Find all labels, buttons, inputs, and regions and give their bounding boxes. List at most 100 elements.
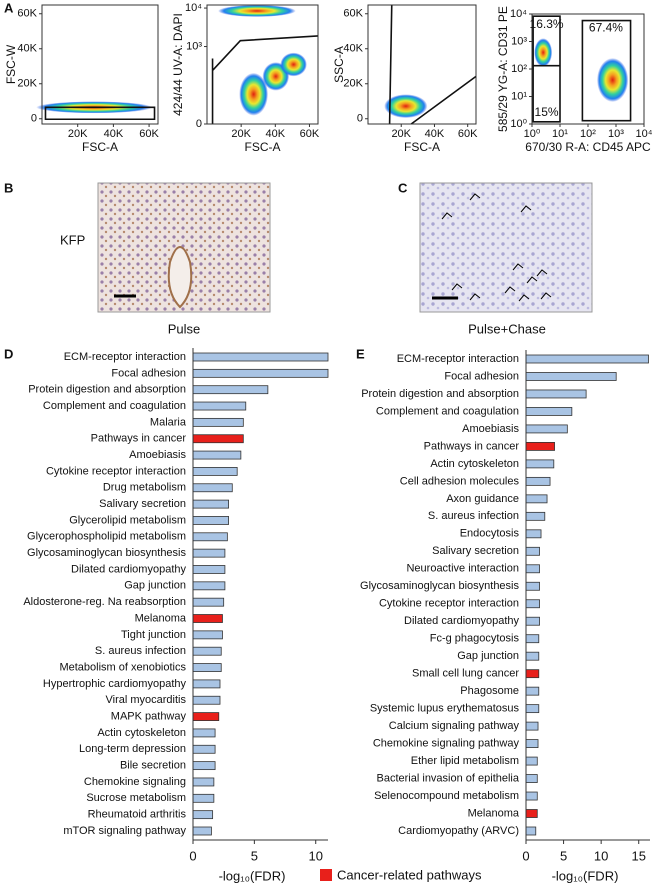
- category-label: Endocytosis: [460, 528, 520, 540]
- y-tick-label: 0: [357, 113, 363, 125]
- bar: [192, 597, 225, 607]
- category-label: ECM-receptor interaction: [64, 351, 186, 363]
- bar: [525, 546, 540, 556]
- category-label: Small cell lung cancer: [412, 668, 519, 680]
- image-caption: Pulse: [168, 321, 201, 336]
- category-label: Protein digestion and absorption: [28, 384, 186, 396]
- category-label: Cardiomyopathy (ARVC): [398, 825, 519, 837]
- gate: [388, 4, 477, 125]
- category-label: Hypertrophic cardiomyopathy: [43, 678, 187, 690]
- bar: [525, 442, 555, 451]
- category-label: Gap junction: [457, 650, 519, 662]
- category-label: Tight junction: [121, 629, 186, 641]
- bar: [525, 616, 540, 626]
- bar: [192, 499, 229, 509]
- category-label: Cytokine receptor interaction: [379, 598, 519, 610]
- category-label: Protein digestion and absorption: [361, 388, 519, 400]
- arrowheads: [441, 193, 552, 302]
- category-label: Pathways in cancer: [424, 440, 520, 452]
- bar: [192, 548, 226, 558]
- bar: [192, 434, 244, 444]
- bar: [525, 791, 538, 801]
- category-label: Chemokine signaling: [84, 776, 186, 788]
- category-label: Chemokine signaling pathway: [373, 737, 520, 749]
- category-label: Aldosterone-reg. Na reabsorption: [23, 596, 186, 608]
- bar: [192, 744, 216, 754]
- x-tick-label: 40K: [266, 128, 286, 140]
- y-tick-label: 10³: [511, 35, 527, 47]
- category-label: Bile secretion: [120, 760, 186, 772]
- category-label: Selenocompound metabolism: [374, 790, 519, 802]
- panel-label: B: [4, 180, 13, 195]
- bar: [192, 761, 216, 771]
- x-tick-label: 5: [560, 848, 567, 863]
- image-caption: Pulse+Chase: [468, 321, 546, 336]
- bar: [192, 630, 223, 640]
- x-tick-label: 60K: [139, 128, 159, 140]
- bar: [525, 354, 649, 364]
- category-label: Glycerophospholipid metabolism: [27, 531, 186, 543]
- bar: [192, 728, 216, 738]
- category-label: Drug metabolism: [103, 482, 186, 494]
- x-tick-label: 60K: [300, 128, 320, 140]
- y-tick-label: 10²: [511, 63, 527, 75]
- plot-frame: [206, 4, 319, 125]
- x-axis-title: 670/30 R-A: CD45 APC: [525, 140, 651, 154]
- bar: [525, 651, 540, 661]
- bar: [192, 565, 226, 574]
- bar: [525, 809, 538, 818]
- bar: [192, 777, 215, 787]
- x-tick-label: 40K: [104, 128, 124, 140]
- category-label: Rheumatoid arthritis: [88, 809, 187, 821]
- category-label: Amoebiasis: [129, 449, 186, 461]
- y-tick-label: 10⁰: [510, 118, 527, 130]
- category-label: Gap junction: [124, 580, 186, 592]
- bar: [192, 581, 226, 591]
- category-label: Melanoma: [135, 612, 187, 624]
- category-label: Dilated cardiomyopathy: [404, 615, 519, 627]
- bar: [525, 389, 587, 399]
- x-tick-label: 40K: [425, 128, 445, 140]
- y-tick-label: 60K: [17, 8, 37, 20]
- bar: [525, 564, 540, 574]
- bar: [525, 511, 546, 521]
- x-tick-label: 60K: [458, 128, 478, 140]
- bar: [525, 459, 555, 469]
- bar: [192, 646, 222, 656]
- x-tick-label: 10³: [608, 128, 624, 140]
- category-label: Salivary secretion: [432, 545, 519, 557]
- category-label: MAPK pathway: [111, 710, 187, 722]
- density-cloud: [384, 94, 428, 119]
- category-label: Dilated cardiomyopathy: [71, 563, 186, 575]
- vessel: [167, 246, 193, 309]
- x-tick-label: 20K: [391, 128, 411, 140]
- bar: [525, 424, 568, 434]
- density-cloud: [534, 38, 553, 67]
- density-cloud: [218, 5, 296, 17]
- bar: [192, 532, 228, 542]
- bar: [192, 368, 329, 378]
- bar: [525, 721, 539, 731]
- bar: [525, 826, 537, 836]
- gate-percent: 67.4%: [589, 20, 623, 34]
- category-label: Melanoma: [468, 807, 520, 819]
- x-tick-label: 10⁰: [524, 128, 541, 140]
- gate-percent: 15%: [535, 105, 559, 119]
- bar: [192, 663, 222, 672]
- gate: [44, 106, 156, 121]
- bar: [192, 810, 214, 820]
- x-tick-label: 10: [594, 848, 608, 863]
- bar: [192, 516, 229, 525]
- y-tick-label: 10¹: [511, 90, 527, 102]
- legend-label: Cancer-related pathways: [337, 867, 482, 882]
- category-label: S. aureus infection: [428, 510, 519, 522]
- y-tick-label: 10⁴: [510, 8, 527, 20]
- bar: [525, 756, 538, 766]
- category-label: Glycosaminoglycan biosynthesis: [360, 580, 519, 592]
- category-label: Viral myocarditis: [106, 694, 187, 706]
- y-tick-label: 10³: [186, 40, 202, 52]
- bar: [525, 476, 551, 486]
- x-tick-label: 0: [189, 848, 196, 863]
- bar: [192, 695, 221, 705]
- bar: [525, 407, 573, 416]
